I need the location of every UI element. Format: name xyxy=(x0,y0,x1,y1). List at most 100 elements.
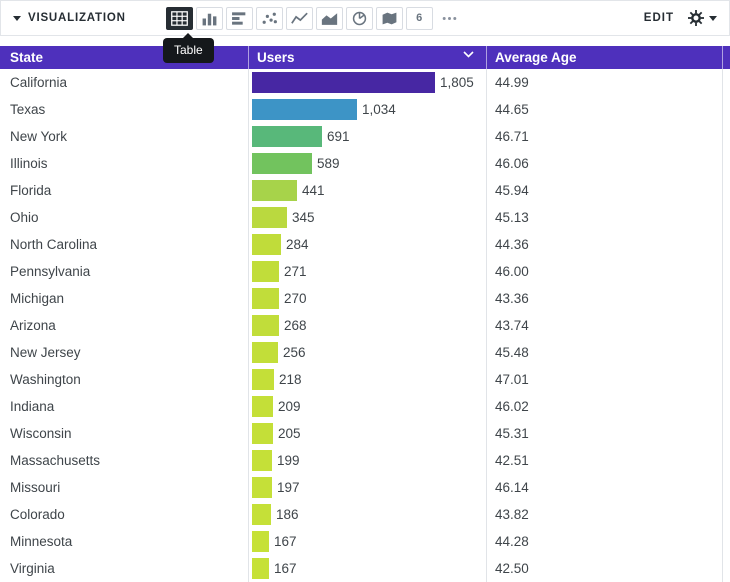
table-row: North Carolina 284 44.36 xyxy=(0,231,730,258)
sort-chevron-down-icon[interactable] xyxy=(463,51,474,58)
users-cell: 167 xyxy=(248,555,486,582)
average-age-cell: 45.94 xyxy=(486,177,722,204)
area-chart-icon[interactable] xyxy=(315,6,343,30)
gear-icon xyxy=(688,10,704,26)
users-value: 205 xyxy=(278,426,301,441)
users-bar xyxy=(252,477,272,498)
state-cell: Michigan xyxy=(10,291,65,306)
column-chart-icon[interactable] xyxy=(195,6,223,30)
pie-chart-icon[interactable] xyxy=(345,6,373,30)
average-age-cell: 46.00 xyxy=(486,258,722,285)
row-end-spacer xyxy=(722,366,730,393)
users-bar xyxy=(252,261,279,282)
users-value: 284 xyxy=(286,237,309,252)
state-cell: Minnesota xyxy=(10,534,73,549)
row-end-spacer xyxy=(722,285,730,312)
visualization-section-toggle[interactable]: VISUALIZATION xyxy=(13,12,126,24)
header-end-spacer xyxy=(722,46,730,69)
users-bar xyxy=(252,288,279,309)
settings-button[interactable] xyxy=(688,10,717,26)
visualization-title: VISUALIZATION xyxy=(28,12,126,24)
users-value: 1,805 xyxy=(440,75,474,90)
bar-chart-icon[interactable] xyxy=(225,6,253,30)
row-end-spacer xyxy=(722,555,730,582)
users-bar xyxy=(252,558,269,579)
map-icon[interactable] xyxy=(375,6,403,30)
average-age-cell: 46.02 xyxy=(486,393,722,420)
column-header-users[interactable]: Users xyxy=(248,46,486,69)
table-row: Illinois 589 46.06 xyxy=(0,150,730,177)
single-value-icon[interactable]: 6 xyxy=(405,6,433,30)
row-end-spacer xyxy=(722,258,730,285)
users-value: 209 xyxy=(278,399,301,414)
users-bar xyxy=(252,342,278,363)
users-cell: 197 xyxy=(248,474,486,501)
users-value: 218 xyxy=(279,372,302,387)
average-age-cell: 46.71 xyxy=(486,123,722,150)
users-bar xyxy=(252,126,322,147)
row-end-spacer xyxy=(722,420,730,447)
table-row: Washington 218 47.01 xyxy=(0,366,730,393)
users-bar xyxy=(252,531,269,552)
users-value: 345 xyxy=(292,210,315,225)
users-value: 691 xyxy=(327,129,350,144)
table-row: Massachusetts 199 42.51 xyxy=(0,447,730,474)
average-age-cell: 44.99 xyxy=(486,69,722,96)
users-bar xyxy=(252,396,273,417)
row-end-spacer xyxy=(722,474,730,501)
average-age-cell: 44.36 xyxy=(486,231,722,258)
users-cell: 441 xyxy=(248,177,486,204)
users-value: 271 xyxy=(284,264,307,279)
row-end-spacer xyxy=(722,96,730,123)
users-cell: 691 xyxy=(248,123,486,150)
users-cell: 270 xyxy=(248,285,486,312)
average-age-cell: 45.13 xyxy=(486,204,722,231)
table-icon[interactable] xyxy=(165,6,193,30)
line-chart-icon[interactable] xyxy=(285,6,313,30)
row-end-spacer xyxy=(722,69,730,96)
state-cell: Texas xyxy=(10,102,46,117)
state-cell: New York xyxy=(10,129,68,144)
users-cell: 186 xyxy=(248,501,486,528)
state-cell: Massachusetts xyxy=(10,453,101,468)
users-bar xyxy=(252,153,312,174)
row-end-spacer xyxy=(722,312,730,339)
users-value: 1,034 xyxy=(362,102,396,117)
state-cell: Indiana xyxy=(10,399,55,414)
users-value: 199 xyxy=(277,453,300,468)
users-cell: 268 xyxy=(248,312,486,339)
users-bar xyxy=(252,99,357,120)
column-header-average-age[interactable]: Average Age xyxy=(486,46,722,69)
average-age-cell: 43.36 xyxy=(486,285,722,312)
more-chart-types-icon[interactable] xyxy=(435,6,463,30)
table-body: California 1,805 44.99 Texas 1,034 44.65… xyxy=(0,69,730,582)
column-header-users-label: Users xyxy=(257,50,295,65)
table-row: Wisconsin 205 45.31 xyxy=(0,420,730,447)
state-cell: Colorado xyxy=(10,507,65,522)
row-end-spacer xyxy=(722,447,730,474)
table-row: Indiana 209 46.02 xyxy=(0,393,730,420)
average-age-cell: 43.74 xyxy=(486,312,722,339)
table-row: New York 691 46.71 xyxy=(0,123,730,150)
scatter-plot-icon[interactable] xyxy=(255,6,283,30)
users-value: 197 xyxy=(277,480,300,495)
state-cell: Missouri xyxy=(10,480,61,495)
edit-button[interactable]: EDIT xyxy=(643,12,674,24)
users-value: 167 xyxy=(274,561,297,576)
state-cell: North Carolina xyxy=(10,237,98,252)
average-age-cell: 42.51 xyxy=(486,447,722,474)
users-bar xyxy=(252,72,435,93)
table-tooltip: Table xyxy=(163,33,214,63)
column-header-state[interactable]: State xyxy=(10,50,44,65)
users-cell: 1,805 xyxy=(248,69,486,96)
row-end-spacer xyxy=(722,150,730,177)
users-bar xyxy=(252,504,271,525)
row-end-spacer xyxy=(722,528,730,555)
table-row: California 1,805 44.99 xyxy=(0,69,730,96)
state-cell: New Jersey xyxy=(10,345,81,360)
users-bar xyxy=(252,369,274,390)
row-end-spacer xyxy=(722,339,730,366)
average-age-cell: 45.48 xyxy=(486,339,722,366)
users-bar xyxy=(252,423,273,444)
